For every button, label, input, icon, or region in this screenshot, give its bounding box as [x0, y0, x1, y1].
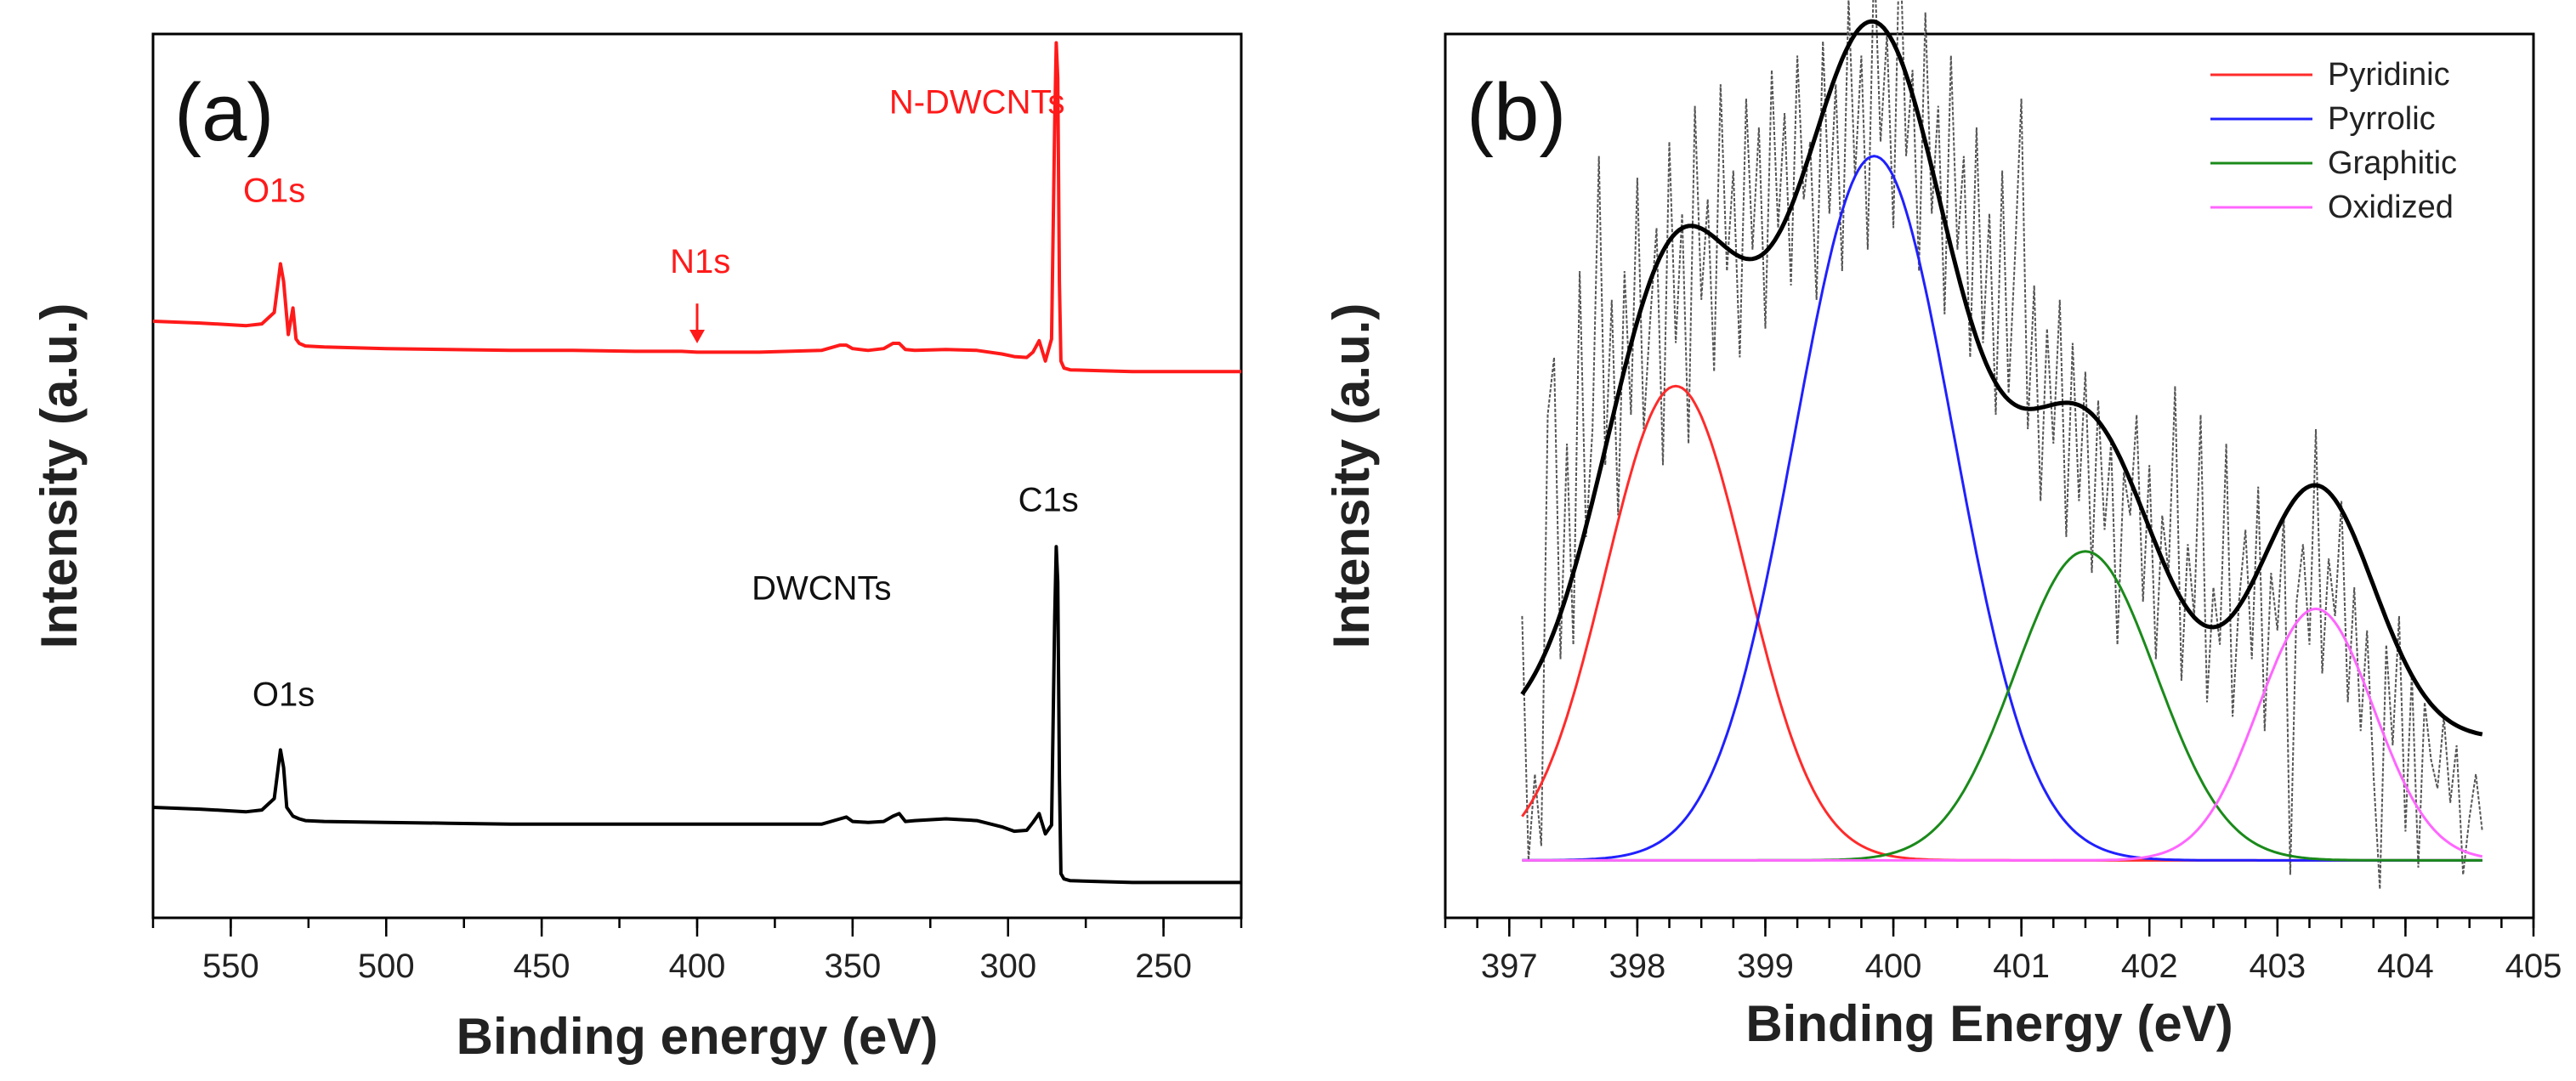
annotation-n-n1s: N1s — [670, 243, 730, 280]
panel-b-y-axis-label: Intensity (a.u.) — [1323, 303, 1380, 649]
panel-a-series — [152, 41, 1241, 885]
x-tick-label: 350 — [824, 948, 881, 985]
annotation-d-c1s: C1s — [1018, 482, 1079, 519]
x-tick-label: 250 — [1135, 948, 1192, 985]
series-oxidized — [1522, 607, 2483, 862]
annotation-d-name: DWCNTs — [752, 570, 891, 608]
annotation-n-c1s: C1s — [1018, 0, 1079, 6]
panel-a-y-axis-label: Intensity (a.u.) — [31, 303, 88, 649]
n1s-arrow-head — [689, 330, 705, 343]
x-tick-label: 398 — [1609, 948, 1666, 985]
series-line-dwcnts — [152, 545, 1241, 885]
x-tick-label: 403 — [2249, 948, 2306, 985]
annotation-d-o1s: O1s — [252, 676, 315, 713]
x-tick-label: 402 — [2121, 948, 2178, 985]
legend-label-oxidized: Oxidized — [2328, 190, 2454, 225]
x-tick-label: 404 — [2377, 948, 2434, 985]
x-tick-label: 405 — [2505, 948, 2562, 985]
series-raw-data — [1521, 0, 2483, 890]
panel-a-label: (a) — [174, 67, 274, 158]
panel-a-x-ticks: 550 500 450 400 350 300 250 — [151, 918, 1243, 985]
x-tick-label: 400 — [1865, 948, 1922, 985]
series-fitted-envelope — [1520, 19, 2483, 737]
panel-a-x-axis-label: Binding energy (eV) — [457, 1008, 939, 1065]
annotation-n-o1s: O1s — [243, 173, 305, 210]
x-tick-label: 550 — [202, 948, 259, 985]
panel-b-x-axis-label: Binding Energy (eV) — [1745, 995, 2233, 1052]
annotation-n-name: N-DWCNTs — [889, 84, 1065, 122]
panel-b-series — [1520, 0, 2483, 890]
panel-b-legend: Pyridinic Pyrrolic Graphitic Oxidized — [2210, 57, 2457, 225]
panel-b-label: (b) — [1467, 67, 1566, 158]
legend-label-graphitic: Graphitic — [2328, 145, 2457, 181]
x-tick-label: 500 — [358, 948, 415, 985]
x-tick-label: 401 — [1993, 948, 2050, 985]
x-tick-label: 300 — [979, 948, 1036, 985]
legend-label-pyridinic: Pyridinic — [2328, 57, 2450, 93]
series-graphitic — [1522, 550, 2482, 862]
panel-b-x-ticks: 397 398 399 400 401 402 403 404 405 — [1444, 918, 2562, 985]
legend-label-pyrrolic: Pyrrolic — [2328, 101, 2436, 137]
panel-a-plot-frame — [151, 32, 1243, 920]
panel-b: 397 398 399 400 401 402 403 404 405 PyridinicPyr… — [1323, 0, 2562, 1052]
series-pyridinic — [1521, 384, 2482, 862]
x-tick-label: 399 — [1737, 948, 1794, 985]
x-tick-label: 400 — [669, 948, 726, 985]
panel-a-annotations: O1s N1s C1s N-DWCNTs O1s C1s DWCNTs — [243, 0, 1079, 713]
x-tick-label: 397 — [1481, 948, 1538, 985]
series-line-n-dwcnts — [152, 41, 1241, 374]
x-tick-label: 450 — [513, 948, 570, 985]
